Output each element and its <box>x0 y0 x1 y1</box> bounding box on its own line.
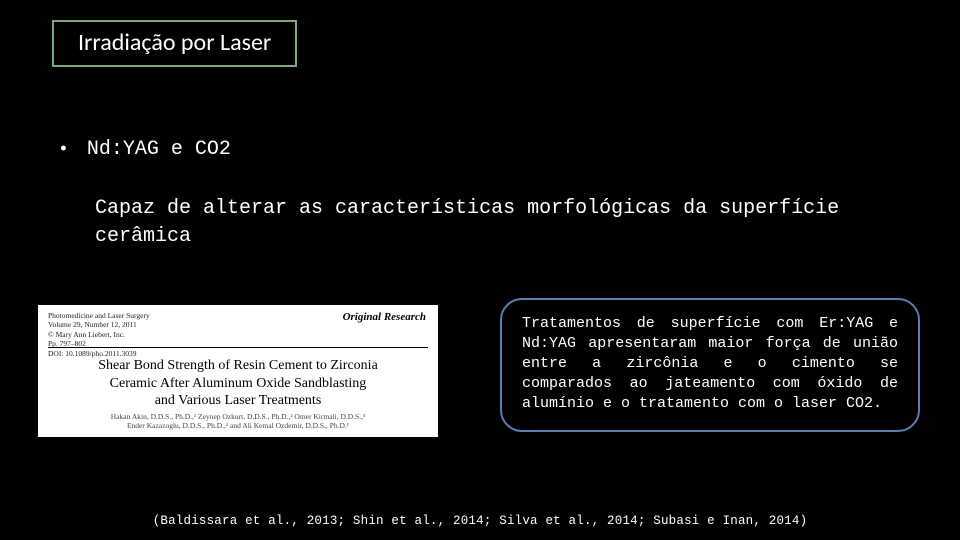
slide: Irradiação por Laser • Nd:YAG e CO2 Capa… <box>0 0 960 540</box>
body-paragraph: Capaz de alterar as características morf… <box>95 195 895 251</box>
paper-category: Original Research <box>343 311 426 323</box>
bullet-text: Nd:YAG e CO2 <box>87 138 231 162</box>
title-box: Irradiação por Laser <box>52 20 297 67</box>
callout-box: Tratamentos de superfície com Er:YAG e N… <box>500 298 920 432</box>
paper-authors-line: Ender Kazazoglu, D.D.S., Ph.D.,² and Ali… <box>56 421 420 431</box>
slide-title: Irradiação por Laser <box>78 28 271 57</box>
paper-snippet: Photomedicine and Laser Surgery Volume 2… <box>38 305 438 437</box>
paper-authors-line: Hakan Akin, D.D.S., Ph.D.,¹ Zeynep Ozkur… <box>56 412 420 422</box>
paper-meta-line: © Mary Ann Liebert, Inc. <box>48 330 428 339</box>
paper-title-line: Shear Bond Strength of Resin Cement to Z… <box>66 357 410 375</box>
paper-divider <box>48 347 428 348</box>
paper-title-line: and Various Laser Treatments <box>66 392 410 410</box>
paper-title: Shear Bond Strength of Resin Cement to Z… <box>38 357 438 410</box>
citation-line: (Baldissara et al., 2013; Shin et al., 2… <box>0 514 960 528</box>
paper-authors: Hakan Akin, D.D.S., Ph.D.,¹ Zeynep Ozkur… <box>38 412 438 432</box>
callout-text: Tratamentos de superfície com Er:YAG e N… <box>522 314 898 414</box>
bullet-item: • Nd:YAG e CO2 <box>58 138 231 162</box>
paper-title-line: Ceramic After Aluminum Oxide Sandblastin… <box>66 375 410 393</box>
bullet-marker: • <box>58 138 69 162</box>
